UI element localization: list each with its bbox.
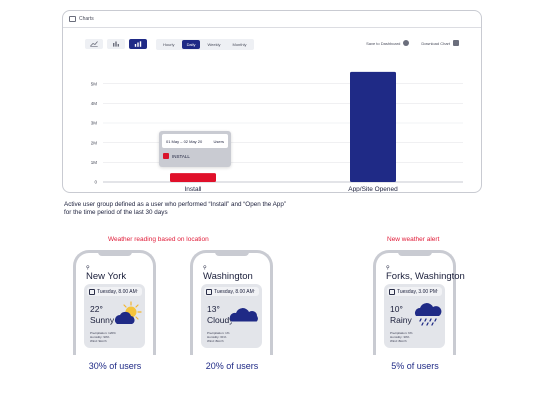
caption-line-1: Active user group defined as a user who …	[64, 201, 286, 208]
download-label: Download Chart	[421, 40, 450, 46]
y-tick-label: 2M	[91, 140, 98, 145]
expand-icon: ⌃	[435, 289, 439, 294]
weather-time: Tuesday, 3.00 PM	[397, 288, 438, 295]
user-share-forks: 5% of users	[391, 361, 439, 371]
location-pin-icon: ⚲	[386, 265, 390, 271]
humidity: Humidity: 30%	[390, 335, 410, 339]
period-hourly[interactable]: Hourly	[163, 42, 175, 47]
city-name: New York	[86, 271, 127, 282]
condition: Cloudy	[207, 315, 234, 325]
weather-card: Tuesday, 8.00 AM ⌃ 22° Sunny Precipitati…	[84, 284, 145, 348]
column-chart-icon	[113, 41, 119, 47]
period-weekly[interactable]: Weekly	[207, 42, 221, 47]
save-label: Save to Dashboard	[366, 40, 401, 46]
phone-notch	[97, 250, 132, 256]
y-tick-label: 4M	[91, 101, 98, 106]
calendar-icon	[206, 288, 212, 295]
x-tick-label: App/Site Opened	[348, 186, 398, 193]
card-header: Charts	[63, 11, 481, 28]
bar-chart-icon	[134, 41, 142, 47]
x-tick-label: Install	[185, 186, 203, 193]
column-chart-button[interactable]	[107, 39, 125, 49]
precipitation: Precipitation: 1%	[207, 331, 230, 335]
tooltip-header: 01 May – 02 May 20 Users	[162, 134, 228, 148]
y-tick-label: 1M	[91, 160, 98, 165]
bar-chart: 0 1M 2M 3M 4M 5M Install App/Site Opened	[91, 71, 463, 193]
chart-actions: Save to Dashboard Download Chart	[366, 40, 459, 46]
weather-details: Precipitation: 6% Humidity: 30% Wind: 8k…	[390, 331, 413, 343]
chart-type-switcher	[85, 39, 147, 49]
weather-details: Precipitation: 1% Humidity: 61% Wind: 8k…	[207, 331, 230, 343]
caption-line-2: for the time period of the last 30 days	[64, 209, 168, 216]
chart-tooltip: 01 May – 02 May 20 Users INSTALL	[159, 131, 231, 167]
calendar-icon	[389, 288, 395, 295]
tooltip-item-label: INSTALL	[172, 153, 190, 159]
weather-card-header: Tuesday, 8.00 AM ⌃	[87, 287, 142, 296]
phone-mockup-washington: ⚲ Washington Tuesday, 8.00 AM ⌃ 13° Clou…	[190, 250, 273, 355]
save-to-dashboard-button[interactable]: Save to Dashboard	[366, 40, 410, 46]
download-icon	[453, 40, 459, 46]
bar-chart-button[interactable]	[129, 39, 147, 49]
chart-toolbar: Hourly Daily Weekly Monthly Save to Dash…	[63, 39, 481, 51]
tooltip-row: INSTALL	[159, 148, 231, 159]
period-daily[interactable]: Daily	[181, 40, 201, 49]
plus-icon	[403, 40, 410, 46]
expand-icon: ⌃	[135, 289, 139, 294]
section-label-alert: New weather alert	[387, 236, 440, 243]
weather-details: Precipitation: 120% Humidity: 90% Wind: …	[90, 331, 116, 343]
tooltip-date-range: 01 May – 02 May 20	[166, 138, 203, 144]
weather-card: Tuesday, 3.00 PM ⌃ 10° Rainy Precipitati…	[384, 284, 445, 348]
user-share-washington: 20% of users	[205, 361, 259, 371]
condition: Sunny	[90, 315, 115, 325]
weather-time: Tuesday, 8.00 AM	[97, 288, 137, 295]
weather-card: Tuesday, 8.00 AM ⌃ 13° Cloudy Precipitat…	[201, 284, 262, 348]
weather-card-header: Tuesday, 3.00 PM ⌃	[387, 287, 442, 296]
phone-notch	[214, 250, 249, 256]
location-pin-icon: ⚲	[86, 265, 90, 271]
chart-card: Charts Hourly Daily Weekly Monthly Save …	[62, 10, 482, 193]
city-name: Washington	[203, 271, 253, 282]
section-label-location: Weather reading based on location	[108, 236, 209, 243]
line-chart-icon	[90, 41, 98, 47]
city-name: Forks, Washington	[386, 271, 465, 282]
calendar-icon	[89, 288, 95, 295]
user-share-new-york: 30% of users	[88, 361, 142, 371]
bar-install	[170, 173, 216, 182]
period-monthly[interactable]: Monthly	[232, 42, 247, 47]
temperature: 13°	[207, 304, 220, 314]
tooltip-column-label: Users	[213, 138, 224, 144]
condition: Rainy	[390, 315, 412, 325]
sun-cloud-icon	[115, 301, 142, 324]
chart-icon	[69, 16, 76, 22]
y-tick-label: 0	[94, 180, 97, 185]
weather-card-header: Tuesday, 8.00 AM ⌃	[204, 287, 259, 296]
period-switcher: Hourly Daily Weekly Monthly	[156, 39, 254, 50]
wind: Wind: 9km/h	[90, 339, 107, 343]
humidity: Humidity: 90%	[90, 335, 110, 339]
chart-plot: 0 1M 2M 3M 4M 5M Install App/Site Opened	[63, 56, 481, 193]
y-tick-label: 3M	[91, 121, 98, 126]
precipitation: Precipitation: 6%	[390, 331, 413, 335]
rain-cloud-icon	[415, 303, 442, 326]
phone-mockup-new-york: ⚲ New York Tuesday, 8.00 AM ⌃ 22° Sunny …	[73, 250, 156, 355]
temperature: 10°	[390, 304, 403, 314]
location-pin-icon: ⚲	[203, 265, 207, 271]
chart-caption: Active user group defined as a user who …	[64, 201, 286, 217]
phone-notch	[397, 250, 432, 256]
y-tick-label: 5M	[91, 81, 98, 86]
wind: Wind: 8km/h	[207, 339, 224, 343]
download-chart-button[interactable]: Download Chart	[421, 40, 459, 46]
wind: Wind: 8km/h	[390, 339, 407, 343]
precipitation: Precipitation: 120%	[90, 331, 116, 335]
phone-mockup-forks: ⚲ Forks, Washington Tuesday, 3.00 PM ⌃ 1…	[373, 250, 465, 355]
weather-time: Tuesday, 8.00 AM	[214, 288, 254, 295]
temperature: 22°	[90, 304, 103, 314]
install-swatch	[163, 153, 169, 159]
cloud-icon	[229, 308, 258, 323]
card-title: Charts	[79, 16, 94, 22]
expand-icon: ⌃	[252, 289, 256, 294]
humidity: Humidity: 61%	[207, 335, 227, 339]
bar-app-site-opened	[350, 71, 396, 182]
line-chart-button[interactable]	[85, 39, 103, 49]
